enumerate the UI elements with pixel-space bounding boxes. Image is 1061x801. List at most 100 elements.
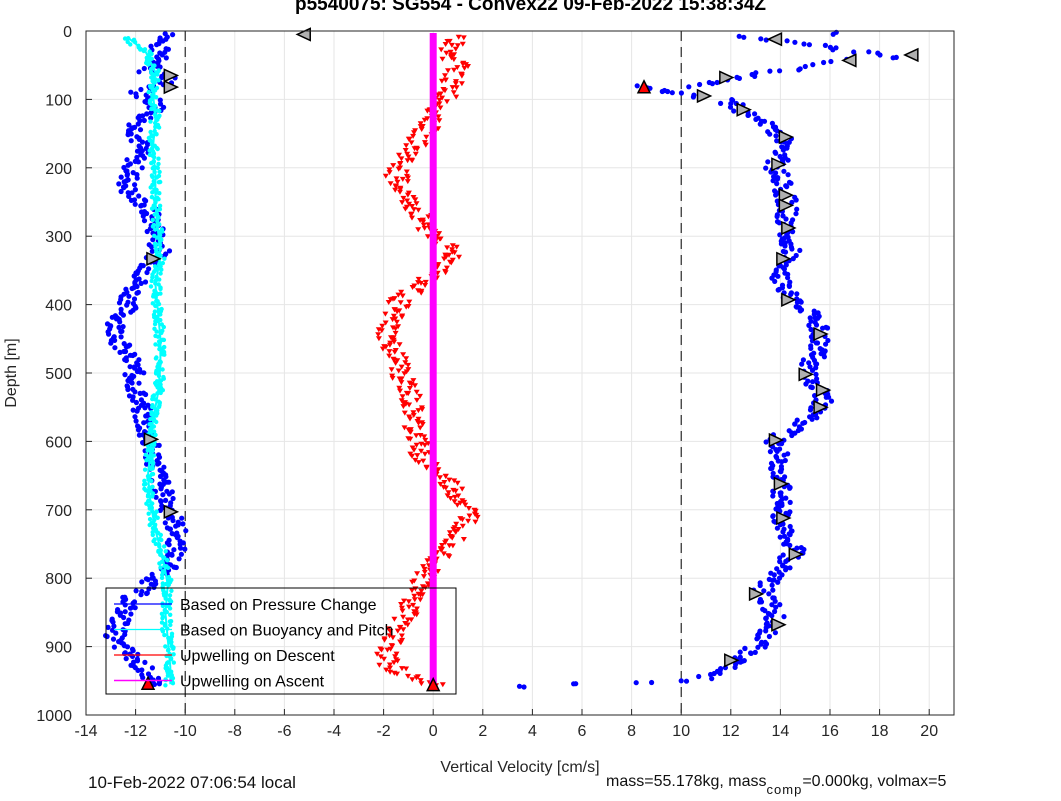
pressure-change-point [139, 209, 145, 215]
pressure-change-point [797, 66, 803, 72]
descent-upwelling-point [457, 516, 464, 522]
buoyancy-point [148, 119, 153, 124]
pressure-change-point [777, 602, 783, 608]
pressure-change-point [165, 46, 171, 52]
legend-box [105, 587, 457, 695]
pressure-change-point [757, 580, 763, 586]
triangle-marker [636, 79, 652, 94]
pressure-change-point [141, 65, 147, 72]
pressure-change-point [170, 31, 176, 38]
buoyancy-point [153, 371, 159, 376]
pressure-change-point [108, 340, 114, 346]
descent-upwelling-point [405, 599, 412, 605]
pressure-change-point [787, 565, 793, 571]
pressure-change-point [786, 179, 793, 185]
pressure-change-point [769, 582, 775, 588]
descent-upwelling-point [436, 118, 443, 124]
pressure-change-point [828, 58, 834, 65]
pressure-change-point [141, 370, 147, 376]
pressure-change-point [169, 531, 175, 537]
buoyancy-point [162, 256, 167, 261]
buoyancy-point [156, 180, 162, 185]
pressure-change-point [130, 407, 136, 413]
descent-upwelling-point [410, 378, 417, 384]
pressure-change-point [779, 144, 785, 150]
descent-upwelling-point [393, 651, 400, 657]
descent-upwelling-point [442, 73, 448, 79]
buoyancy-point [154, 413, 159, 418]
descent-upwelling-point [471, 511, 478, 517]
pressure-change-point [156, 681, 162, 687]
pressure-change-point [768, 570, 774, 576]
descent-upwelling-point [435, 467, 442, 473]
pressure-change-point [109, 618, 115, 624]
descent-upwelling-point [401, 371, 408, 377]
legend-entry-label: Based on Pressure Change [180, 597, 377, 614]
descent-upwelling-point [466, 513, 473, 519]
buoyancy-point [150, 174, 155, 179]
pressure-change-point [133, 94, 139, 100]
descent-upwelling-point [422, 142, 429, 148]
pressure-change-point [775, 175, 781, 181]
buoyancy-point [163, 549, 168, 554]
descent-upwelling-point [451, 250, 458, 256]
descent-upwelling-point [386, 170, 393, 176]
x-tick-label: -6 [277, 723, 291, 740]
pressure-change-point [141, 218, 148, 224]
pressure-change-point [148, 115, 154, 121]
pressure-change-point [130, 648, 136, 654]
pressure-change-point [141, 420, 147, 426]
buoyancy-point [149, 278, 154, 284]
buoyancy-point [150, 149, 156, 154]
pressure-change-point [649, 679, 655, 686]
descent-upwelling-point [410, 412, 417, 418]
descent-upwelling-point [422, 279, 429, 285]
descent-upwelling-point [405, 175, 411, 181]
buoyancy-point [158, 552, 163, 557]
descent-upwelling-point [423, 134, 430, 140]
buoyancy-point [171, 645, 176, 650]
y-tick-label: 0 [63, 24, 72, 41]
y-tick-labels: 0 100 200 300 400 500 600 700 800 900 1000 [36, 24, 92, 725]
buoyancy-point [154, 132, 159, 137]
buoyancy-point [147, 100, 153, 105]
buoyancy-point [156, 156, 161, 161]
buoyancy-point [150, 275, 155, 280]
pressure-change-point [139, 579, 145, 585]
buoyancy-point [152, 212, 157, 217]
descent-upwelling-point [438, 47, 445, 53]
descent-upwelling-point [397, 640, 404, 646]
pressure-change-point [782, 457, 788, 464]
descent-upwelling-point [437, 481, 444, 487]
pressure-change-point [709, 676, 715, 682]
pressure-change-point [124, 644, 131, 650]
pressure-change-point [801, 41, 807, 47]
buoyancy-point [159, 620, 165, 625]
descent-upwelling-point [447, 259, 453, 265]
pressure-change-point [781, 168, 787, 174]
descent-upwelling-point [439, 56, 446, 62]
comp-text: =0.000kg, volmax=5 [802, 773, 947, 790]
descent-upwelling-point [446, 530, 453, 536]
pressure-change-point [170, 517, 176, 524]
pressure-change-point [780, 248, 787, 254]
pressure-change-point [134, 656, 140, 662]
pressure-change-point [787, 279, 793, 285]
pressure-change-point [116, 324, 122, 330]
descent-upwelling-point [451, 478, 458, 484]
pressure-change-point [811, 308, 817, 314]
buoyancy-point [158, 312, 163, 317]
pressure-change-point [143, 198, 149, 204]
buoyancy-point [156, 399, 161, 404]
pressure-change-point [112, 345, 118, 351]
descent-upwelling-point [397, 189, 403, 195]
buoyancy-point [162, 632, 167, 638]
descent-upwelling-point [403, 356, 410, 362]
buoyancy-point [151, 453, 157, 458]
descent-upwelling-point [410, 602, 417, 608]
pressure-change-point [138, 280, 144, 286]
pressure-change-point [794, 304, 800, 310]
descent-upwelling-point [394, 628, 401, 634]
descent-upwelling-point [453, 94, 460, 100]
triangle-marker [143, 432, 160, 447]
